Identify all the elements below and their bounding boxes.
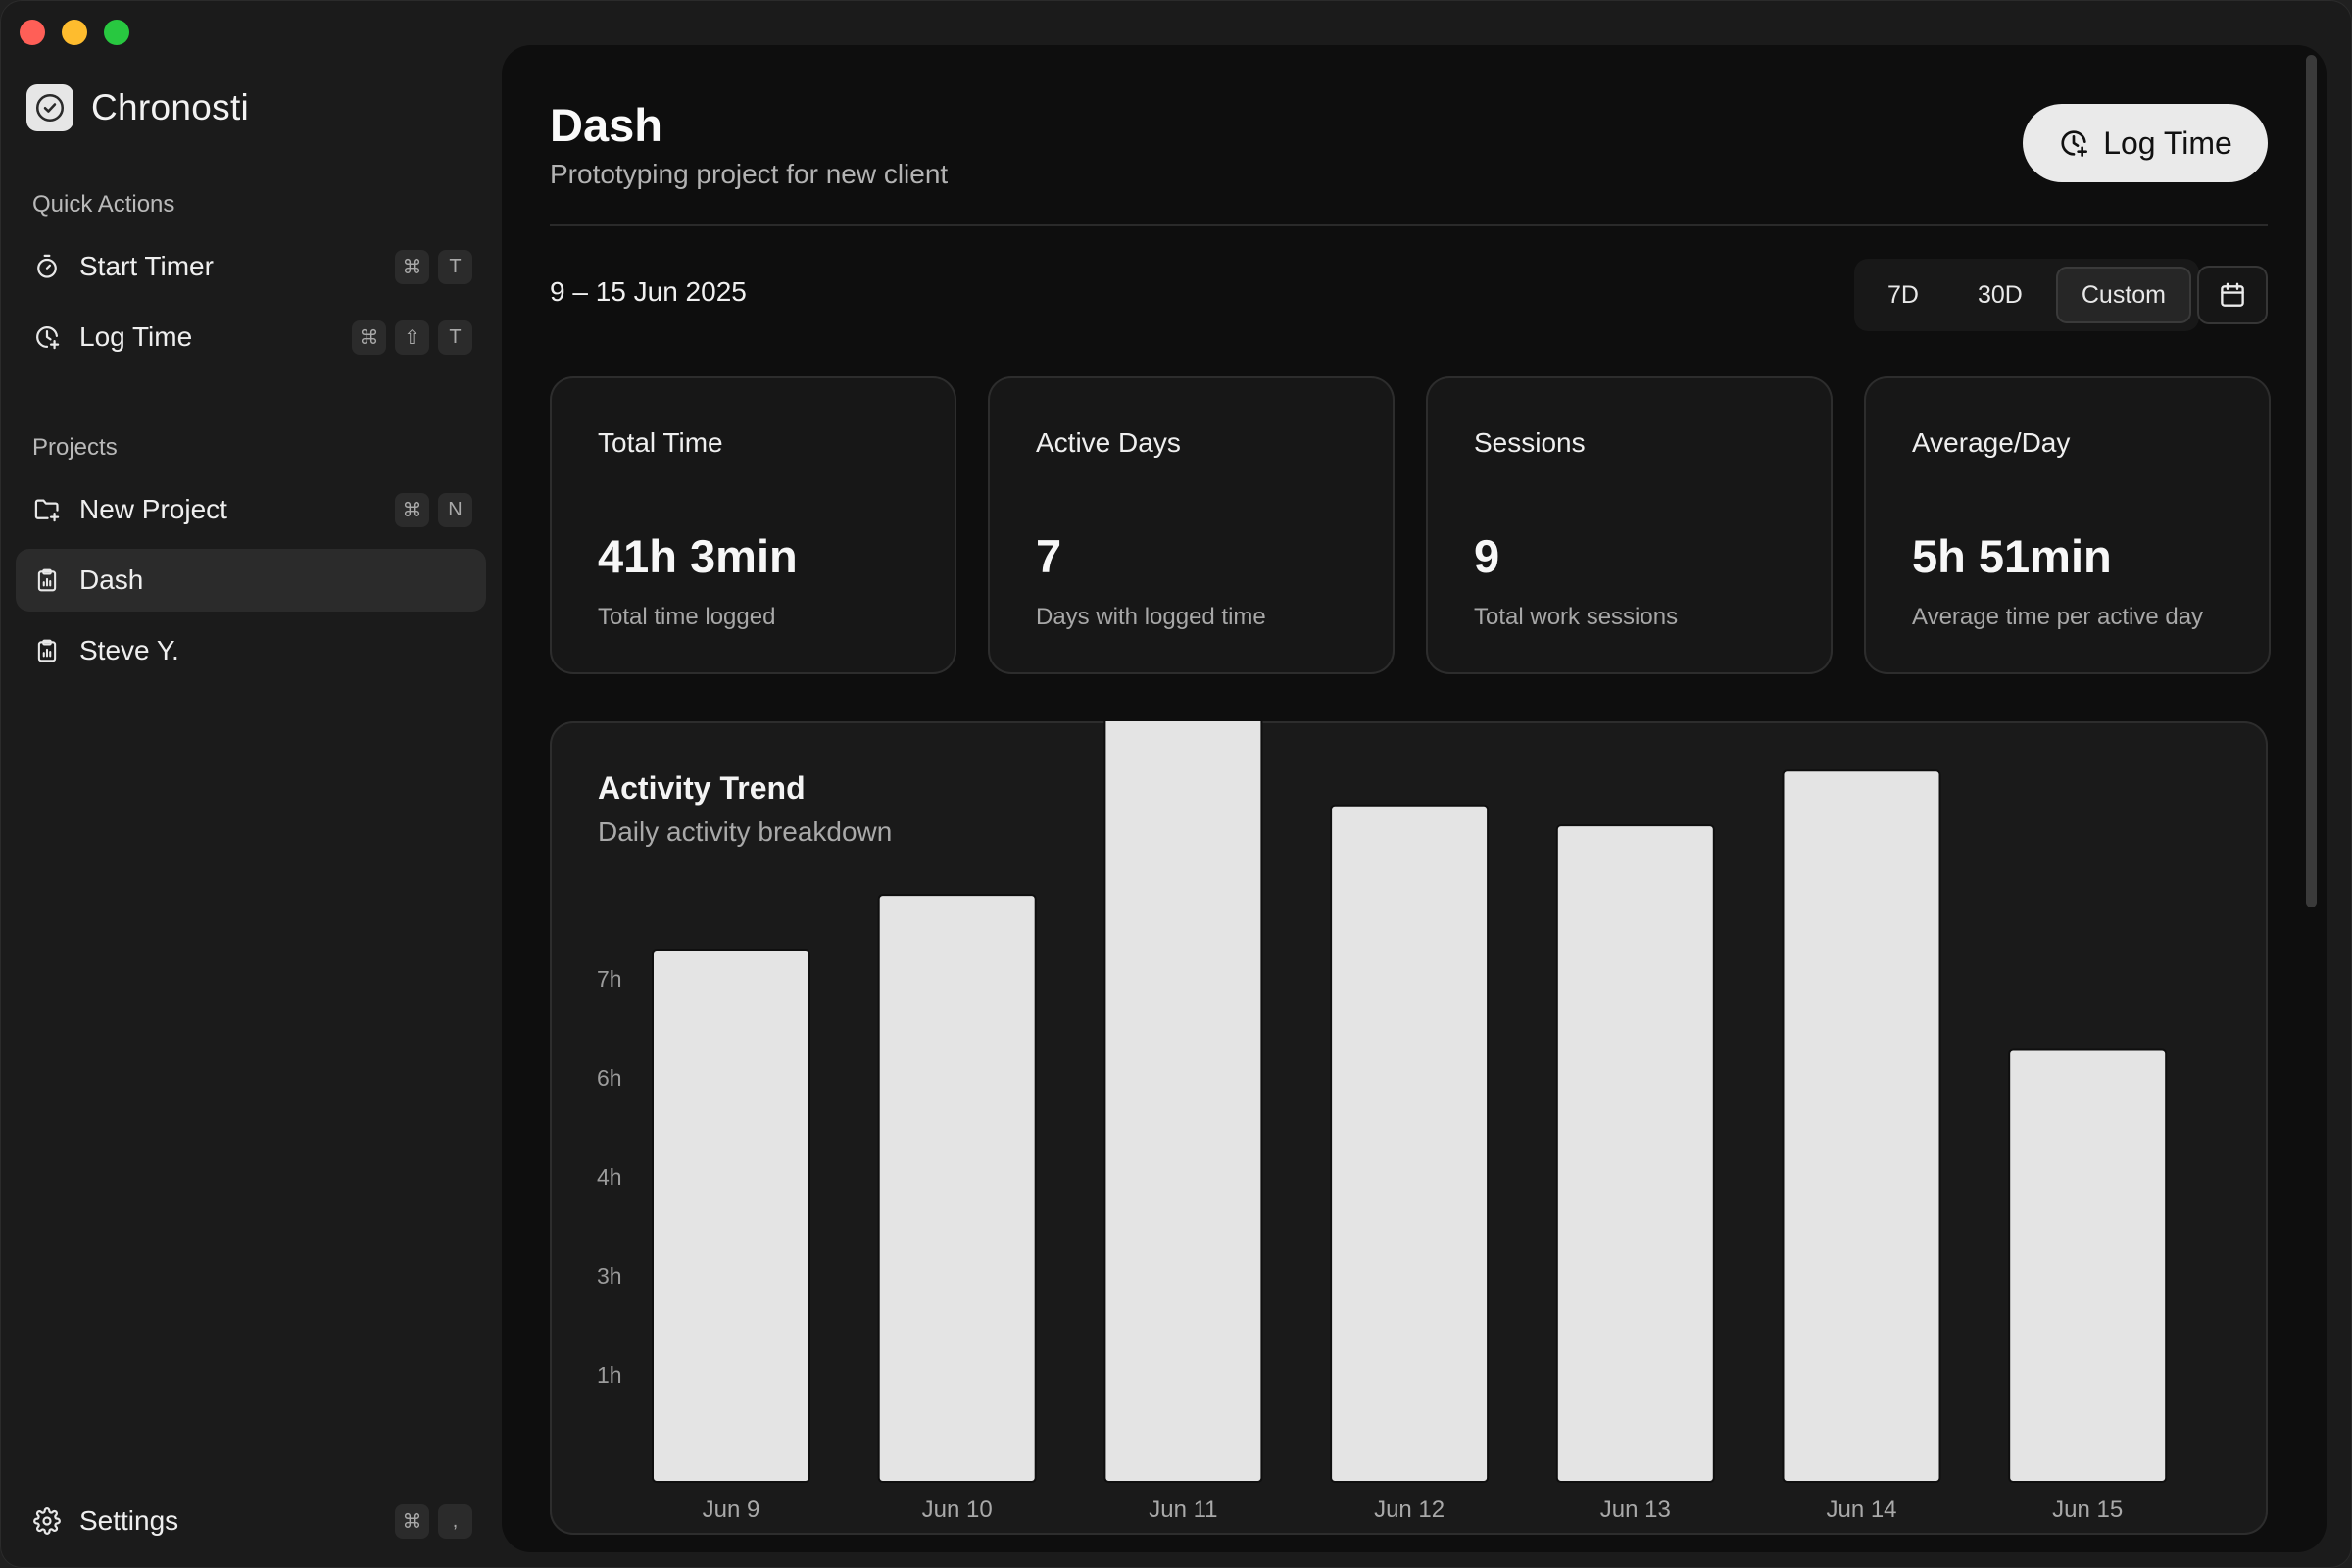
settings-shortcut: ⌘ , [395,1503,472,1539]
shift-key: ⇧ [395,319,429,355]
calendar-button[interactable] [2197,266,2268,324]
calendar-icon [2218,280,2247,310]
stats-cards: Total Time 41h 3min Total time logged Ac… [550,376,2271,674]
window-controls [20,20,129,45]
x-tick-label: Jun 13 [1600,1496,1671,1523]
stat-card-sessions: Sessions 9 Total work sessions [1426,376,1833,674]
project-label-dash: Dash [79,564,144,595]
bar-jun-11[interactable] [1103,721,1263,1483]
stat-value: 5h 51min [1912,530,2112,582]
log-time-label: Log Time [79,321,193,352]
brand: Chronosti [26,84,249,131]
command-key: ⌘ [352,319,386,355]
start-timer-item[interactable]: Start Timer ⌘ T [16,235,486,298]
stat-title: Active Days [1036,427,1181,458]
x-tick-label: Jun 11 [1149,1496,1217,1523]
stat-card-active-days: Active Days 7 Days with logged time [988,376,1395,674]
stat-value: 7 [1036,530,1062,582]
activity-bar-chart: 7h 6h 4h 3h 1h Jun 9 Jun 10 Jun 11 Jun 12 Jun 13 J… [597,721,2168,1523]
n-key: N [438,492,472,527]
stat-description: Average time per active day [1912,604,2204,630]
scrollbar[interactable] [2306,55,2317,907]
new-project-label: New Project [79,494,227,524]
t-key: T [438,319,472,355]
bar-jun-10[interactable] [877,894,1037,1483]
t-key: T [438,249,472,284]
bar-jun-12[interactable] [1330,804,1490,1484]
comma-key: , [438,1503,472,1539]
project-item-dash[interactable]: Dash [16,549,486,612]
range-30d-button[interactable]: 30D [1977,280,2023,309]
app-name: Chronosti [91,87,250,127]
main-panel: Dash Prototyping project for new client … [502,45,2327,1552]
page-title: Dash [550,99,662,151]
range-7d-button[interactable]: 7D [1887,280,1919,309]
new-project-shortcut: ⌘ N [395,492,472,527]
x-tick-label: Jun 10 [922,1496,993,1523]
activity-trend-card: Activity Trend Daily activity breakdown … [550,721,2268,1535]
start-timer-shortcut: ⌘ T [395,249,472,284]
range-custom-button[interactable]: Custom [2055,267,2191,323]
range-selector: 7D 30D Custom [1854,259,2199,331]
projects-heading: Projects [32,434,118,461]
command-key: ⌘ [395,492,429,527]
header-divider [550,224,2268,226]
clock-plus-icon [32,322,62,352]
bar-jun-15[interactable] [2008,1048,2168,1483]
stat-description: Days with logged time [1036,604,1266,630]
command-key: ⌘ [395,249,429,284]
stat-card-total-time: Total Time 41h 3min Total time logged [550,376,956,674]
start-timer-label: Start Timer [79,251,214,281]
x-tick-label: Jun 12 [1374,1496,1445,1523]
close-window-button[interactable] [20,20,45,45]
y-tick-label: 7h [597,966,622,992]
log-time-item[interactable]: Log Time ⌘ ⇧ T [16,306,486,368]
bar-jun-9[interactable] [652,948,810,1484]
log-time-button-label: Log Time [2103,124,2232,161]
clipboard-icon [32,636,62,665]
project-item-steve[interactable]: Steve Y. [16,619,486,682]
stat-title: Sessions [1474,427,1586,458]
project-label-steve: Steve Y. [79,635,179,665]
bar-jun-13[interactable] [1555,824,1715,1484]
gear-icon [32,1506,62,1536]
stat-value: 41h 3min [598,530,798,582]
stat-value: 9 [1474,530,1500,582]
stat-title: Total Time [598,427,723,458]
page-subtitle: Prototyping project for new client [550,159,949,189]
folder-plus-icon [32,495,62,524]
y-tick-label: 6h [597,1065,622,1091]
clipboard-icon [32,565,62,595]
x-tick-label: Jun 9 [703,1496,760,1523]
y-tick-label: 4h [597,1164,622,1190]
stopwatch-icon [32,252,62,281]
clock-plus-icon [2058,127,2089,159]
command-key: ⌘ [395,1503,429,1539]
stat-card-average-day: Average/Day 5h 51min Average time per ac… [1864,376,2271,674]
minimize-window-button[interactable] [62,20,87,45]
y-tick-label: 1h [597,1362,622,1388]
quick-actions-heading: Quick Actions [32,191,175,218]
bar-jun-14[interactable] [1782,769,1941,1483]
date-range-label: 9 – 15 Jun 2025 [550,276,747,307]
maximize-window-button[interactable] [104,20,129,45]
x-tick-label: Jun 14 [1826,1496,1896,1523]
y-tick-label: 3h [597,1263,622,1289]
stat-description: Total work sessions [1474,604,1679,630]
log-time-shortcut: ⌘ ⇧ T [352,319,472,355]
settings-item[interactable]: Settings ⌘ , [16,1490,486,1552]
app-logo-icon [26,84,74,131]
stat-description: Total time logged [598,604,776,630]
x-tick-label: Jun 15 [2052,1496,2123,1523]
settings-label: Settings [79,1505,179,1536]
chart-subtitle: Daily activity breakdown [598,816,893,847]
chart-title: Activity Trend [598,770,806,806]
stat-title: Average/Day [1912,427,2071,458]
log-time-button[interactable]: Log Time [2023,104,2268,182]
new-project-item[interactable]: New Project ⌘ N [16,478,486,541]
sidebar: Chronosti Quick Actions Start Timer ⌘ T … [0,0,502,1568]
